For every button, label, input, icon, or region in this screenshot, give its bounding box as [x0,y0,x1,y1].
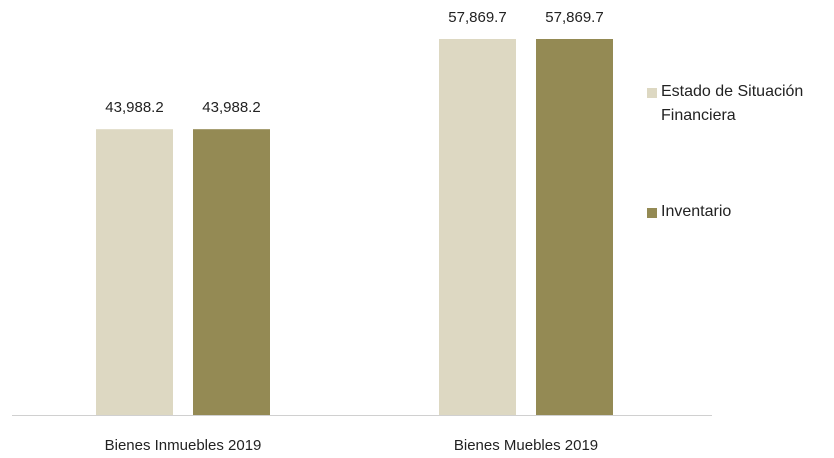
x-tick-label: Bienes Muebles 2019 [454,437,598,454]
bar [96,129,173,415]
x-tick-label: Bienes Inmuebles 2019 [105,437,262,454]
bar [536,39,613,415]
bar [193,129,270,415]
data-label: 43,988.2 [105,99,163,116]
data-label: 57,869.7 [448,9,506,26]
legend-label: Inventario [661,203,732,220]
data-label: 43,988.2 [202,99,260,116]
legend-swatch [647,88,657,98]
data-label: 57,869.7 [545,9,603,26]
legend-item: Inventario [647,200,832,224]
legend-item: Estado de Situación Financiera [647,80,832,128]
bar [439,39,516,415]
legend-swatch [647,208,657,218]
legend-label: Estado de Situación Financiera [661,83,804,124]
legend: Estado de Situación Financiera Inventario [647,80,832,296]
